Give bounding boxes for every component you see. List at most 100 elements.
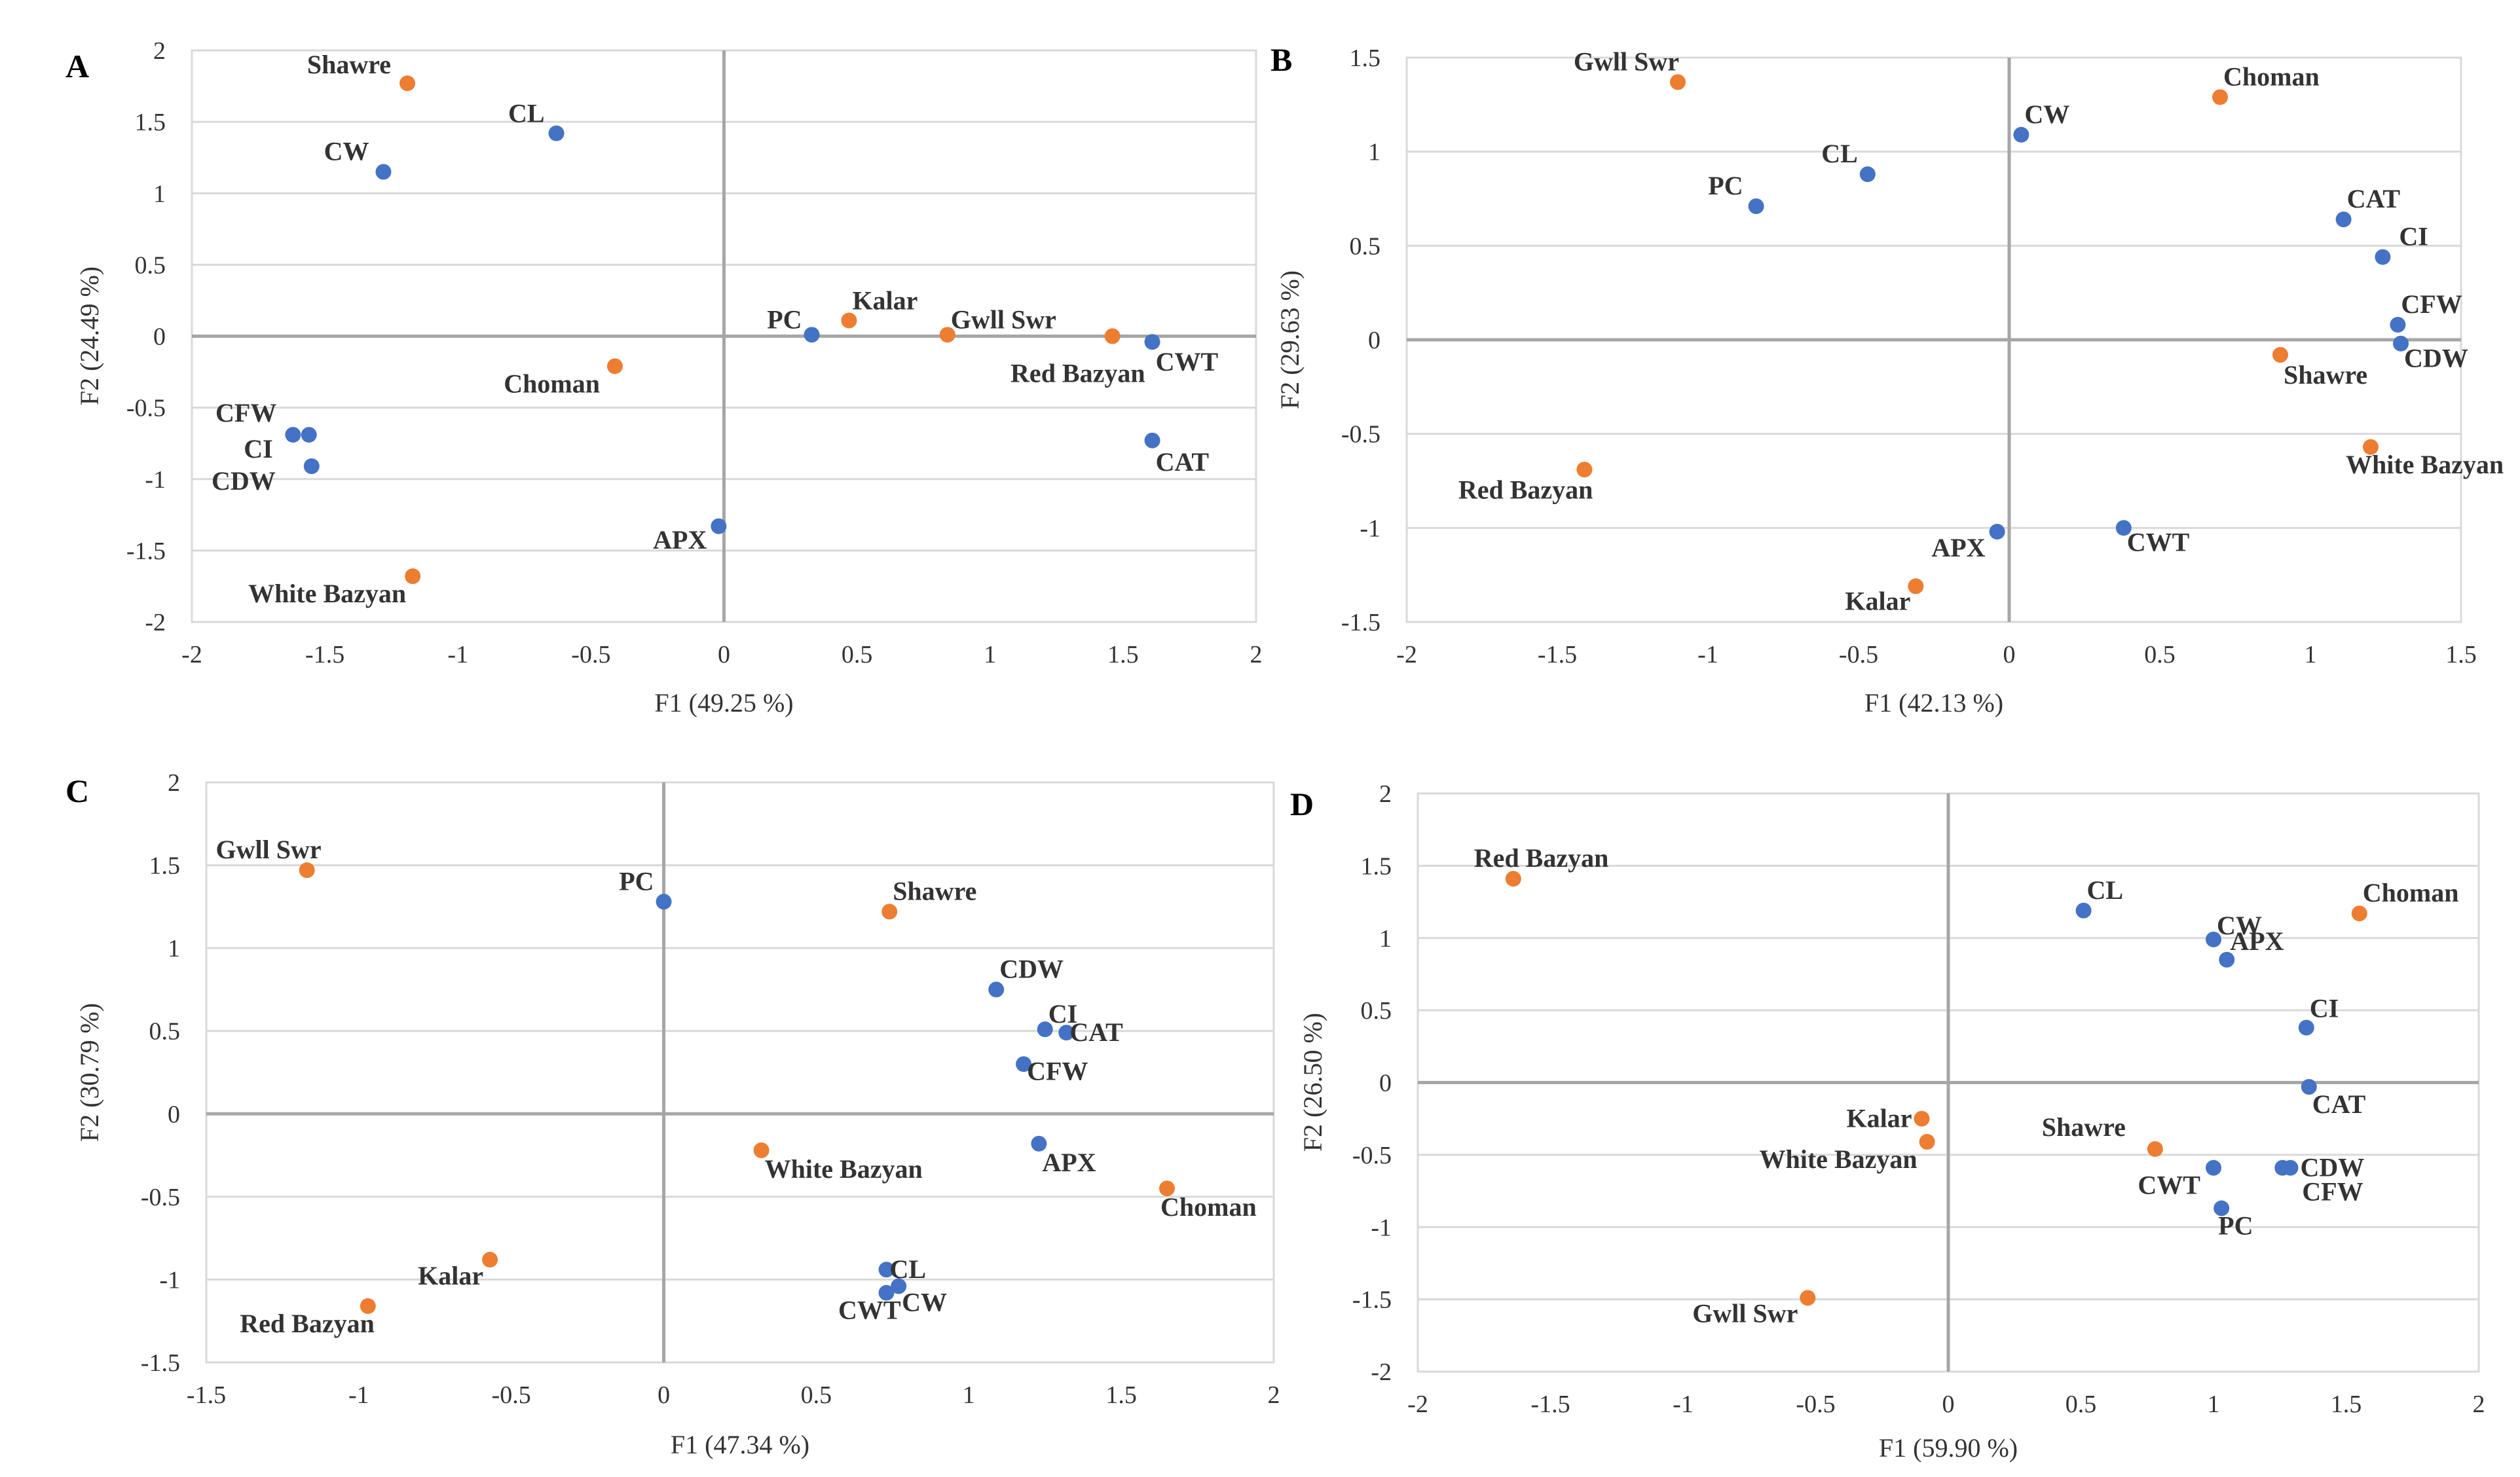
y-tick-label: 1	[153, 180, 166, 208]
x-tick-label: -1.5	[187, 1381, 226, 1409]
y-tick-label: 1.5	[135, 109, 166, 136]
x-tick-label: 0.5	[2066, 1391, 2097, 1418]
point-label-apx: APX	[1042, 1148, 1096, 1177]
point-label-cw: CW	[902, 1288, 947, 1317]
x-tick-label: 0	[2003, 641, 2016, 668]
point-label-gwll-swr: Gwll Swr	[951, 304, 1056, 334]
panel-letter: D	[1290, 786, 1314, 822]
y-tick-label: 0	[1368, 327, 1380, 354]
genotype-point-shawre	[2147, 1141, 2163, 1158]
point-label-kalar: Kalar	[1847, 1104, 1912, 1133]
x-tick-label: -2	[181, 641, 202, 668]
y-tick-label: 1.5	[1361, 852, 1392, 880]
point-label-ci: CI	[1048, 999, 1077, 1029]
point-label-cdw: CDW	[212, 466, 276, 496]
variable-point-ci	[2375, 249, 2391, 265]
y-tick-label: -0.5	[1352, 1142, 1392, 1169]
y-axis-title: F2 (24.49 %)	[75, 266, 104, 405]
variable-point-ci	[1037, 1021, 1053, 1038]
panel-letter: A	[65, 48, 89, 84]
genotype-point-choman	[2212, 89, 2228, 105]
genotype-point-shawre	[2272, 346, 2288, 363]
genotype-point-kalar	[841, 312, 857, 329]
genotype-point-red-bazyan	[1104, 328, 1121, 344]
y-tick-label: 0.5	[1350, 232, 1381, 260]
x-axis-title: F1 (42.13 %)	[1864, 688, 2003, 718]
point-label-cfw: CFW	[2302, 1177, 2363, 1207]
point-label-kalar: Kalar	[1845, 586, 1910, 615]
point-label-apx: APX	[2230, 926, 2284, 956]
y-tick-label: -2	[145, 609, 166, 636]
point-label-kalar: Kalar	[418, 1261, 483, 1290]
variable-point-cwt	[1144, 334, 1160, 350]
y-tick-label: 0	[168, 1101, 180, 1128]
genotype-point-gwll-swr	[1670, 74, 1686, 90]
variable-point-cw	[2206, 931, 2221, 947]
point-label-white-bazyan: White Bazyan	[1759, 1144, 1917, 1174]
y-tick-label: -1	[1360, 515, 1380, 542]
x-tick-label: 1	[2208, 1391, 2220, 1418]
point-label-cdw: CDW	[2300, 1153, 2364, 1182]
y-tick-label: -1.5	[1341, 609, 1380, 636]
y-tick-label: -1	[159, 1266, 180, 1294]
x-tick-label: 2	[1268, 1381, 1280, 1409]
variable-point-cw	[2013, 126, 2029, 143]
variable-point-pc	[804, 327, 820, 343]
y-tick-label: 1.5	[149, 852, 181, 880]
point-label-shawre: Shawre	[893, 876, 976, 905]
point-label-pc: PC	[619, 866, 654, 896]
variable-point-cfw	[2390, 317, 2406, 333]
variable-point-apx	[711, 518, 727, 534]
variable-point-cl	[1859, 166, 1876, 183]
x-tick-label: -0.5	[1796, 1391, 1835, 1418]
variable-point-cat	[1144, 432, 1160, 448]
point-label-cwt: CWT	[838, 1296, 901, 1325]
y-tick-label: -1.5	[141, 1349, 180, 1377]
genotype-point-kalar	[482, 1252, 498, 1268]
point-label-gwll-swr: Gwll Swr	[216, 835, 322, 864]
genotype-point-gwll-swr	[299, 862, 315, 879]
point-label-ci: CI	[2310, 994, 2339, 1023]
x-tick-label: 0	[1942, 1391, 1955, 1418]
genotype-point-gwll-swr	[939, 327, 955, 343]
genotype-point-choman	[606, 358, 623, 374]
point-label-gwll-swr: Gwll Swr	[1574, 46, 1679, 76]
point-label-red-bazyan: Red Bazyan	[1474, 843, 1609, 873]
point-label-pc: PC	[1708, 171, 1743, 200]
y-tick-label: -0.5	[1341, 421, 1380, 448]
panel-a: -2 -1.5 -1 -0.5 0 0.5 1 1.5 2 -2 -1.5 -1 -0.5 0 0.5 1 1.…	[65, 37, 1263, 718]
x-tick-label: 2	[2473, 1391, 2485, 1418]
x-axis-title: F1 (47.34 %)	[671, 1430, 809, 1459]
x-tick-label: 1.5	[2445, 641, 2477, 668]
variable-point-cdw	[988, 981, 1005, 998]
x-tick-label: 2	[1250, 641, 1263, 668]
variable-point-cl	[548, 125, 565, 141]
x-tick-label: 1.5	[1105, 1381, 1137, 1409]
point-label-shawre: Shawre	[2284, 360, 2367, 390]
point-label-cfw: CFW	[2401, 289, 2462, 319]
x-tick-label: 0.5	[842, 641, 873, 668]
genotype-point-white-bazyan	[1919, 1134, 1935, 1150]
point-label-kalar: Kalar	[852, 285, 917, 315]
genotype-point-choman	[1159, 1180, 1175, 1197]
y-tick-label: 0.5	[135, 251, 166, 279]
y-tick-label: -2	[1371, 1358, 1392, 1386]
variable-point-cfw	[1016, 1056, 1032, 1072]
y-tick-label: -0.5	[141, 1184, 180, 1211]
y-tick-label: 0	[1379, 1070, 1392, 1097]
genotype-point-choman	[2351, 905, 2367, 922]
point-label-gwll-swr: Gwll Swr	[1692, 1298, 1798, 1328]
point-label-cat: CAT	[1156, 447, 1210, 477]
x-tick-label: -1	[1697, 641, 1718, 668]
x-tick-label: 1	[963, 1381, 975, 1409]
y-tick-label: 1	[1379, 925, 1392, 953]
panel-d: -2 -1.5 -1 -0.5 0 0.5 1 1.5 2 -2 -1.5 -1 -0.5 0 0.5 1 1.…	[1290, 780, 2485, 1463]
point-label-cw: CW	[2217, 911, 2262, 940]
y-tick-label: 2	[153, 37, 166, 65]
y-tick-label: -1.5	[126, 538, 166, 565]
point-label-cfw: CFW	[1027, 1056, 1088, 1085]
point-label-cw: CW	[324, 137, 369, 166]
y-tick-label: -1	[1371, 1214, 1392, 1241]
genotype-point-white-bazyan	[753, 1142, 769, 1158]
